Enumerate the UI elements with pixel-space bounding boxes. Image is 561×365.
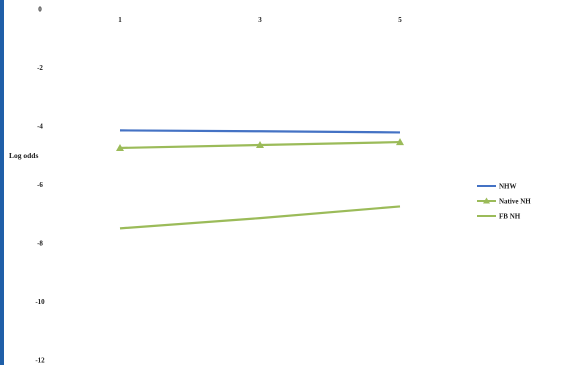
x-axis: 1 3 5: [118, 16, 402, 24]
frame-border: [0, 0, 4, 365]
series-line-nhw: [119, 129, 401, 134]
x-tick-label: 5: [398, 16, 402, 24]
y-tick-label: -6: [37, 181, 43, 189]
legend-label: NHW: [499, 183, 517, 191]
legend: NHW Native NH FB NH: [477, 183, 531, 221]
series-layer: [116, 129, 404, 230]
y-tick-label: -8: [37, 240, 43, 248]
series-line-fb-nh: [119, 205, 401, 230]
legend-marker: [483, 197, 490, 204]
legend-label: FB NH: [499, 213, 521, 221]
y-axis: 0 -2 -4 -6 -8 -10 -12: [35, 6, 45, 365]
y-tick-label: -12: [35, 357, 45, 365]
data-point-marker: [116, 143, 124, 151]
data-point-marker: [256, 141, 264, 149]
data-point-marker: [396, 138, 404, 146]
x-tick-label: 1: [118, 16, 122, 24]
y-tick-label: -2: [37, 64, 43, 72]
legend-label: Native NH: [499, 198, 531, 206]
y-tick-label: -10: [35, 298, 45, 306]
y-axis-title: Log odds: [9, 151, 38, 160]
y-tick-label: -4: [37, 123, 43, 131]
y-tick-label: 0: [38, 6, 42, 14]
x-tick-label: 3: [258, 16, 262, 24]
